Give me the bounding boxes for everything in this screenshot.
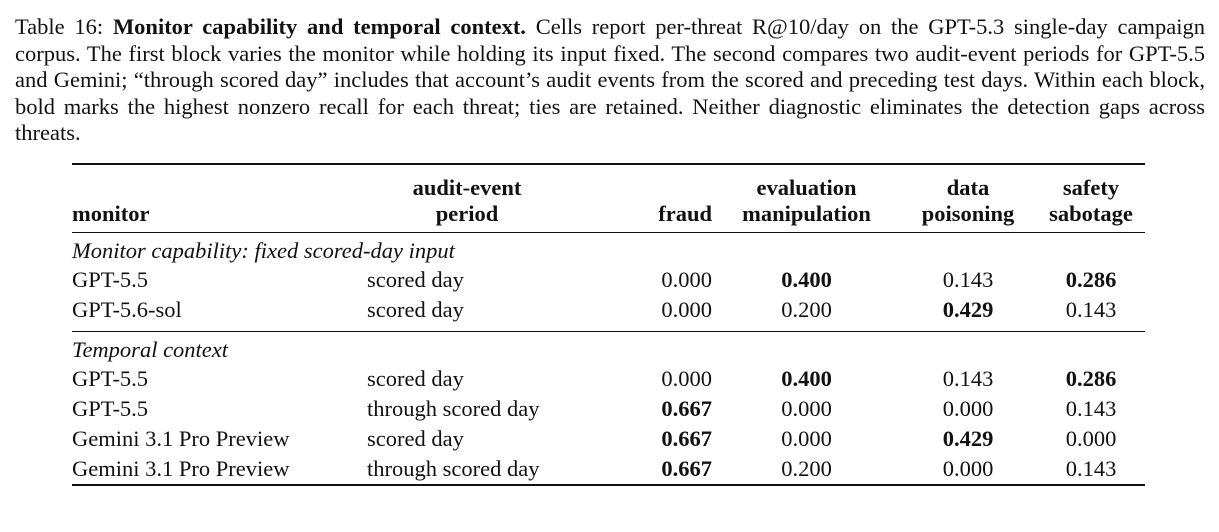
cell-evaluation-manipulation: 0.200 [781,297,832,322]
cell-safety-sabotage: 0.286 [1065,366,1117,391]
cell-data-poisoning: 0.429 [942,297,994,322]
cell-data-poisoning: 0.000 [942,396,994,421]
cell-monitor: GPT-5.6-sol [72,297,182,322]
cell-period: through scored day [367,396,540,421]
cell-period: scored day [367,297,464,322]
cell-data-poisoning: 0.143 [942,267,994,292]
cell-safety-sabotage: 0.143 [1065,456,1117,481]
cell-safety-sabotage: 0.000 [1065,426,1117,451]
block-title: Temporal context [72,337,229,362]
caption-label: Table 16: [15,14,104,39]
results-table-container: monitor audit-event period fraud evaluati… [72,163,1145,486]
cell-fraud: 0.000 [661,366,712,391]
cell-period: scored day [367,366,464,391]
header-fraud: fraud [658,201,712,226]
cell-monitor: GPT-5.5 [72,396,149,421]
cell-monitor: GPT-5.5 [72,366,149,391]
table-row: Gemini 3.1 Pro Preview scored day 0.667 0.0… [72,424,1145,454]
cell-evaluation-manipulation: 0.000 [781,396,832,421]
cell-period: scored day [367,426,464,451]
header-row: monitor audit-event period fraud evaluati… [72,164,1145,233]
table-row: GPT-5.5 scored day 0.000 0.400 0.143 0.286 [72,265,1145,295]
header-safety-sabotage: safety sabotage [1049,175,1133,226]
cell-monitor: Gemini 3.1 Pro Preview [72,426,290,451]
cell-monitor: GPT-5.5 [72,267,149,292]
cell-evaluation-manipulation: 0.400 [781,267,832,292]
table-body: Monitor capability: fixed scored-day inp… [72,232,1145,485]
header-monitor: monitor [72,201,150,226]
cell-fraud: 0.667 [661,396,712,421]
header-evaluation-manipulation: evaluation manipulation [742,175,871,226]
table-row: GPT-5.5 through scored day 0.667 0.000 0.000… [72,394,1145,424]
results-table: monitor audit-event period fraud evaluati… [72,163,1145,486]
cell-evaluation-manipulation: 0.200 [781,456,832,481]
cell-fraud: 0.000 [661,267,712,292]
cell-safety-sabotage: 0.286 [1065,267,1117,292]
table-row: GPT-5.6-sol scored day 0.000 0.200 0.429 0.14… [72,295,1145,325]
cell-data-poisoning: 0.000 [942,456,994,481]
header-period: audit-event period [412,175,522,226]
cell-monitor: Gemini 3.1 Pro Preview [72,456,290,481]
header-data-poisoning: data poisoning [921,175,1015,226]
cell-fraud: 0.000 [661,297,712,322]
cell-evaluation-manipulation: 0.000 [781,426,832,451]
cell-data-poisoning: 0.143 [942,366,994,391]
cell-data-poisoning: 0.429 [942,426,994,451]
table-row: GPT-5.5 scored day 0.000 0.400 0.143 0.286 [72,364,1145,394]
cell-fraud: 0.667 [661,426,712,451]
cell-safety-sabotage: 0.143 [1065,297,1117,322]
caption-title: Monitor capability and temporal context. [112,14,526,39]
block-title-row: Temporal context [72,331,1145,365]
block-title-row: Monitor capability: fixed scored-day inp… [72,232,1145,266]
block-title: Monitor capability: fixed scored-day inp… [72,238,455,263]
table-caption: Table 16: Monitor capability and tempora… [15,14,1205,147]
table-row: Gemini 3.1 Pro Preview through scored day… [72,454,1145,485]
cell-fraud: 0.667 [661,456,712,481]
cell-period: scored day [367,267,464,292]
cell-evaluation-manipulation: 0.400 [781,366,832,391]
cell-safety-sabotage: 0.143 [1065,396,1117,421]
caption-body: Cells report per-threat R@10/day on the … [15,14,1205,145]
cell-period: through scored day [367,456,540,481]
